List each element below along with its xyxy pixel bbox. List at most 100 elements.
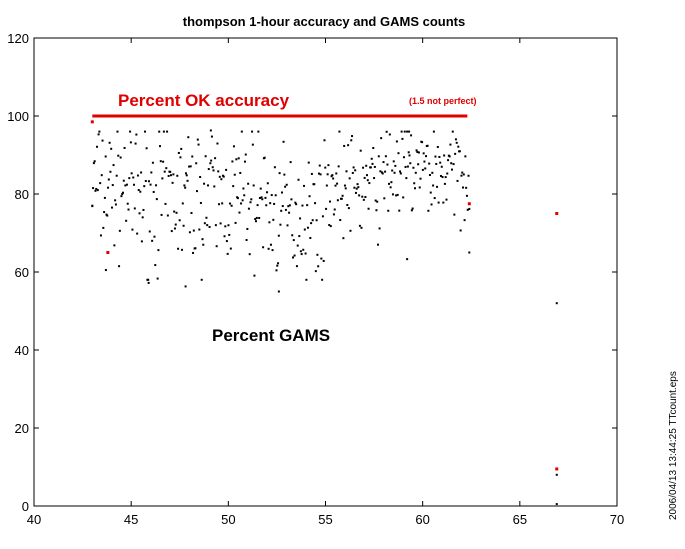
gams-point [140, 240, 143, 243]
gams-point [427, 209, 430, 212]
gams-point [441, 176, 444, 179]
gams-point [354, 191, 357, 194]
gams-point [449, 143, 452, 146]
gams-point [259, 187, 262, 190]
gams-point [453, 213, 456, 216]
gams-point [252, 184, 255, 187]
gams-point [173, 210, 176, 213]
gams-point [415, 149, 418, 152]
gams-point [325, 184, 328, 187]
gams-point [346, 204, 349, 207]
gams-point [404, 165, 407, 168]
gams-point [333, 208, 336, 211]
y-tick-label: 60 [15, 265, 29, 280]
gams-point [154, 264, 157, 267]
gams-point [392, 160, 395, 163]
gams-point [211, 166, 214, 169]
gams-point [373, 177, 376, 180]
gams-point [229, 247, 232, 250]
gams-point [394, 164, 397, 167]
gams-point [408, 154, 411, 157]
gams-point [274, 194, 277, 197]
gams-point [200, 278, 203, 281]
gams-point [360, 226, 363, 229]
gams-point [401, 137, 404, 140]
gams-point [353, 186, 356, 189]
gams-point [115, 174, 118, 177]
gams-point [285, 183, 288, 186]
gams-point [118, 229, 121, 232]
gams-point [204, 155, 207, 158]
gams-point [95, 187, 98, 190]
gams-point [103, 196, 106, 199]
gams-point [466, 208, 469, 211]
x-tick-label: 70 [610, 512, 624, 527]
gams-point [309, 236, 312, 239]
gams-point [119, 156, 122, 159]
gams-point [264, 196, 267, 199]
gams-point [310, 172, 313, 175]
gams-point [292, 239, 295, 242]
gams-point [98, 130, 101, 133]
gams-point [414, 171, 417, 174]
gams-point [176, 174, 179, 177]
gams-point [282, 140, 285, 143]
gams-point [290, 198, 293, 201]
gams-point [110, 147, 113, 150]
gams-point [328, 223, 331, 226]
gams-point [332, 177, 335, 180]
gams-point [250, 198, 253, 201]
gams-point [301, 204, 304, 207]
gams-point [341, 194, 344, 197]
gams-point [260, 196, 263, 199]
gams-point [364, 195, 367, 198]
gams-point [421, 168, 424, 171]
gams-point [120, 195, 123, 198]
y-tick-label: 0 [22, 499, 29, 514]
gams-point [130, 172, 133, 175]
gams-point [280, 209, 283, 212]
gams-point [235, 158, 238, 161]
gams-point [316, 253, 319, 256]
gams-point [271, 249, 274, 252]
gams-point [317, 265, 320, 268]
gams-point [422, 152, 425, 155]
gams-point [390, 181, 393, 184]
gams-point [144, 180, 147, 183]
x-tick-label: 50 [221, 512, 235, 527]
gams-point [461, 171, 464, 174]
gams-point [356, 183, 359, 186]
gams-point [257, 130, 260, 133]
gams-point [97, 133, 100, 136]
gams-point [388, 182, 391, 185]
gams-point [127, 208, 130, 211]
gams-point [442, 201, 445, 204]
gams-point [151, 239, 154, 242]
gams-point [384, 155, 387, 158]
gams-point [109, 170, 112, 173]
gams-point [213, 185, 216, 188]
gams-point [228, 233, 231, 236]
gams-point [169, 170, 172, 173]
x-tick-label: 45 [124, 512, 138, 527]
gams-point [265, 204, 268, 207]
gams-point [372, 147, 375, 150]
gams-point [294, 201, 297, 204]
gams-point [209, 162, 212, 165]
gams-point [339, 219, 342, 222]
gams-point [267, 247, 270, 250]
gams-point [124, 184, 127, 187]
gams-point [175, 211, 178, 214]
gams-point [277, 290, 280, 293]
gams-point [430, 203, 433, 206]
gams-point [391, 193, 394, 196]
gams-point [314, 270, 317, 273]
gams-point [202, 243, 205, 246]
gams-point [122, 179, 125, 182]
gams-point [132, 176, 135, 179]
plot-area: 40 45 50 55 60 65 70 0 20 40 60 80 100 120 [7, 31, 624, 527]
gams-point [273, 202, 276, 205]
gams-point [229, 202, 232, 205]
gams-point [195, 162, 198, 165]
